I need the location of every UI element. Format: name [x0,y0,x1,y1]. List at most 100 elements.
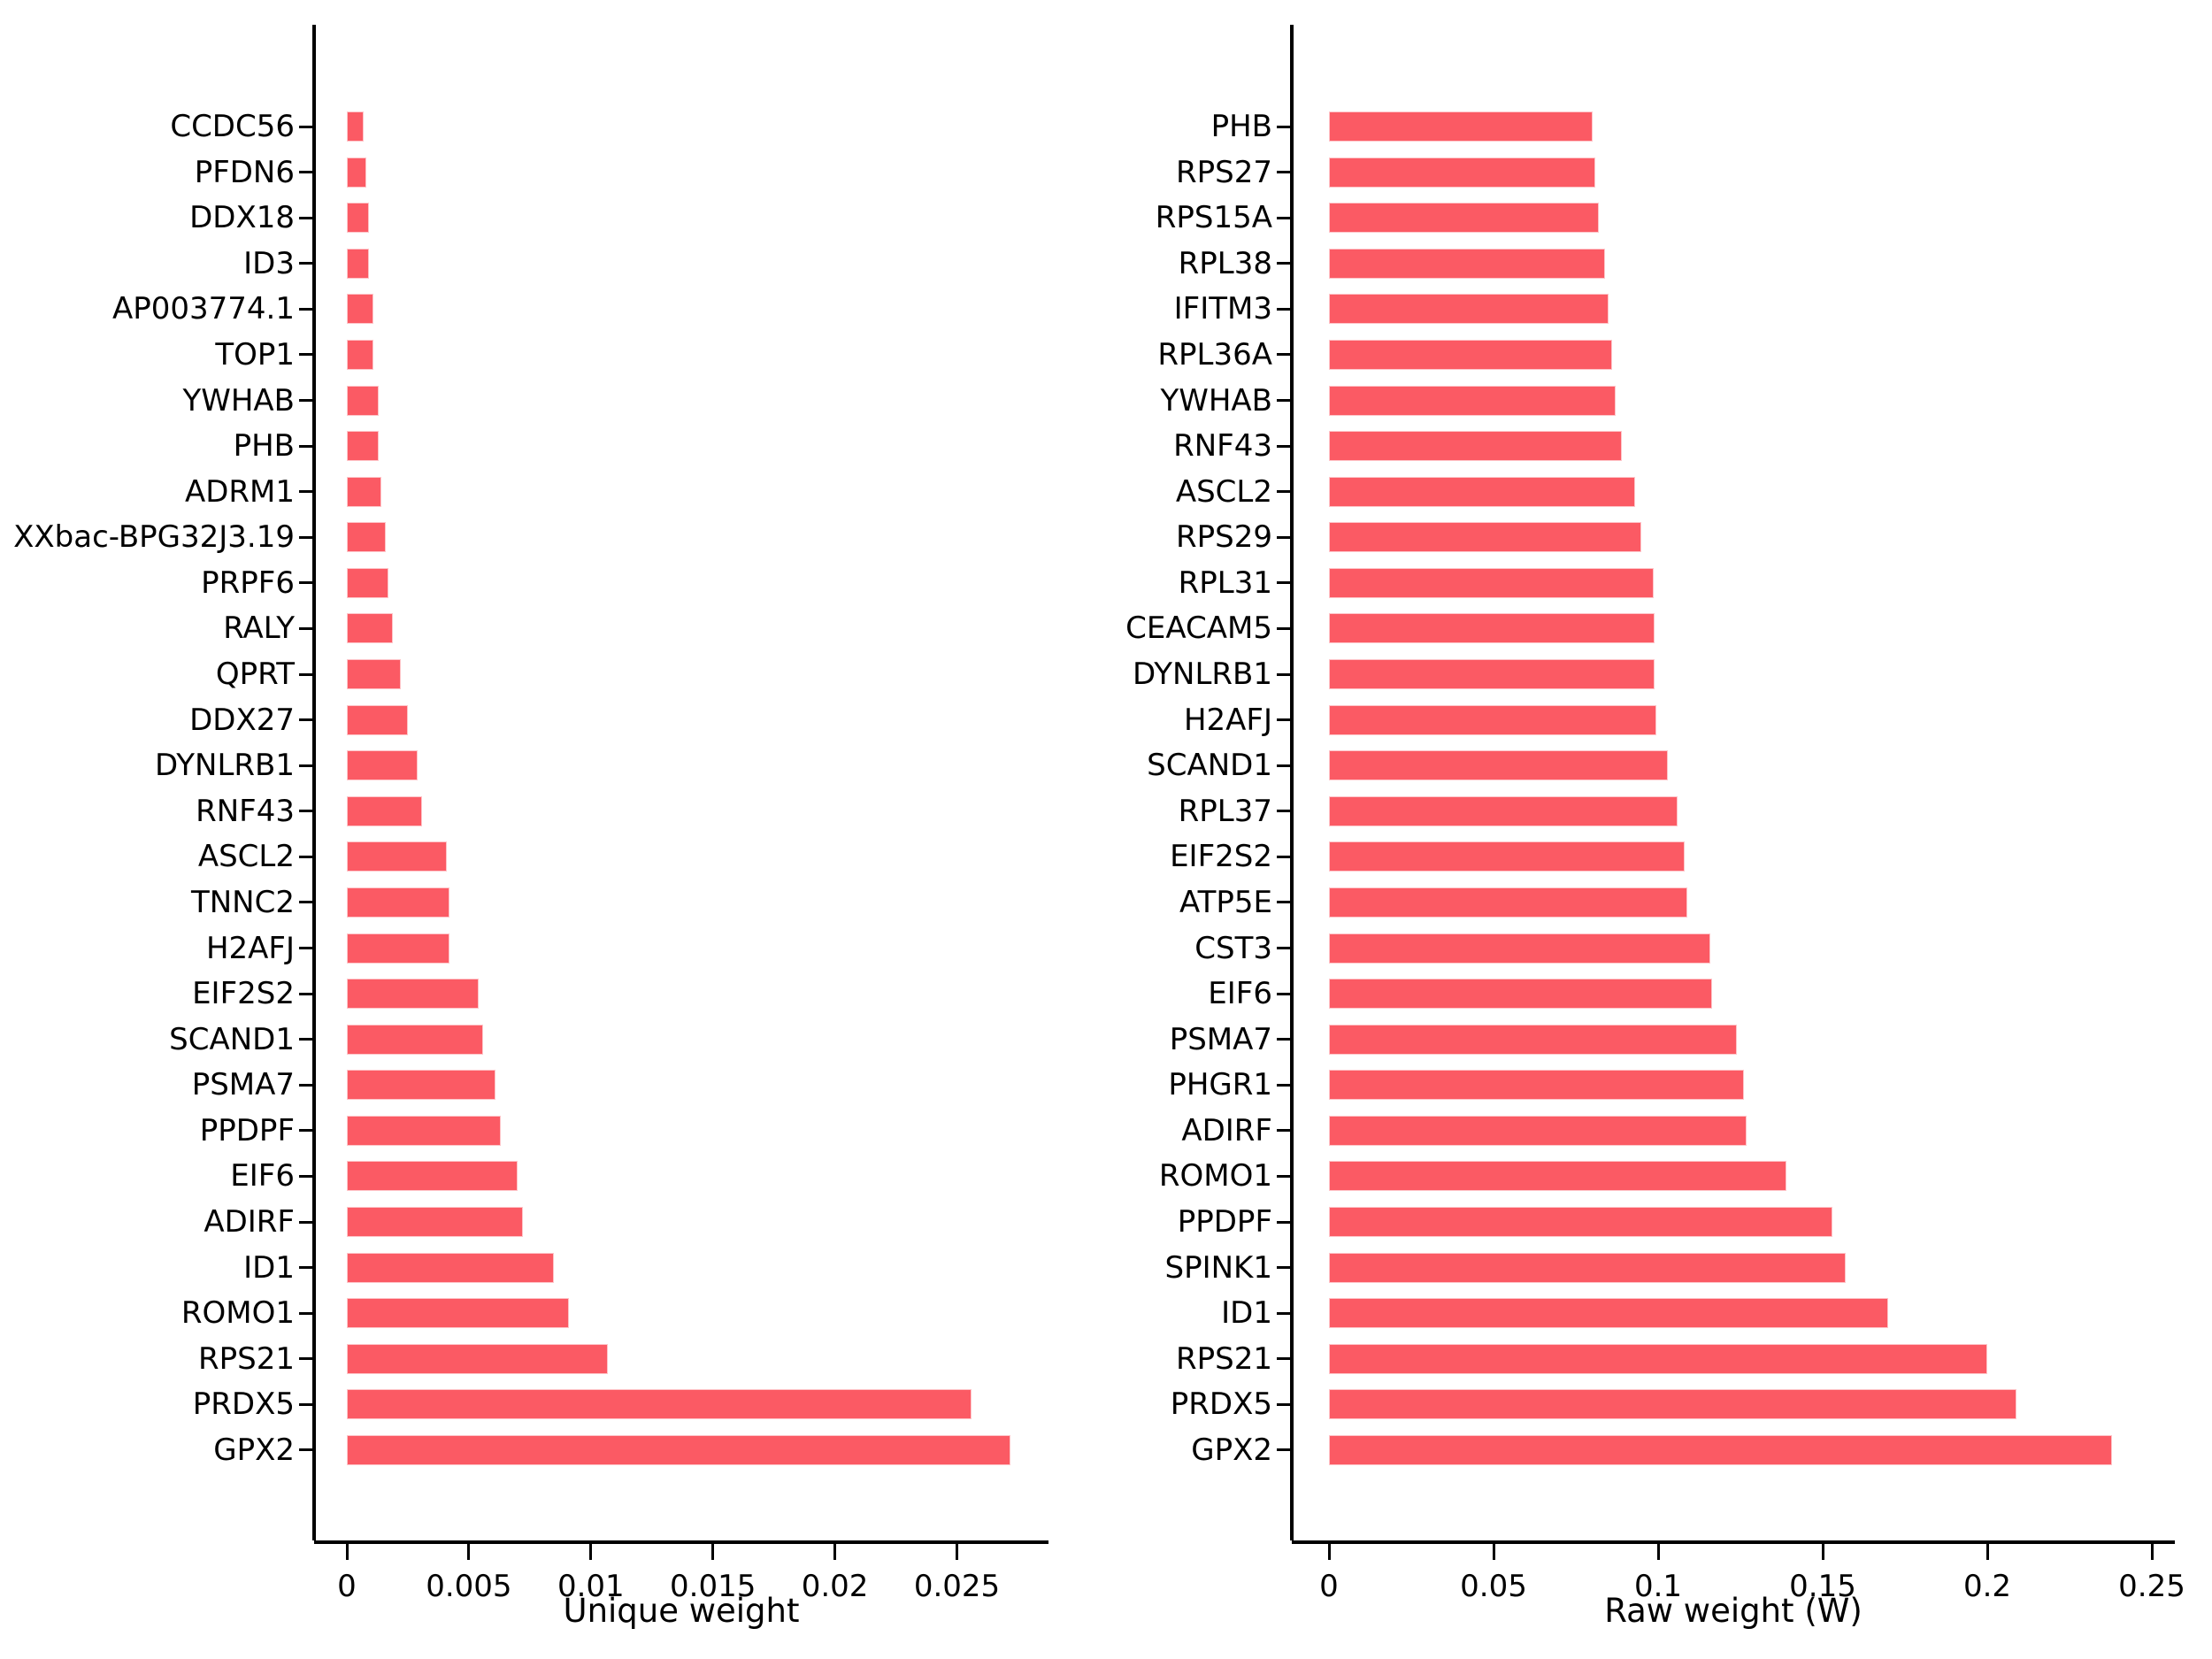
category-label: RALY [223,611,295,647]
category-label: RPL31 [1178,565,1272,601]
category-label: PPDPF [1177,1204,1272,1240]
y-tick-mark [1277,535,1292,539]
bar [1329,203,1599,234]
bar [1329,795,1678,826]
category-label: DYNLRB1 [1132,657,1272,693]
category-label: PHGR1 [1168,1067,1272,1103]
category-label: AP003774.1 [112,291,295,327]
y-tick-mark [299,764,314,767]
category-label: PRPF6 [201,565,295,601]
bar [1329,659,1655,690]
bar [1329,613,1655,644]
bar [1329,476,1635,507]
y-tick-mark [299,535,314,539]
y-tick-mark [299,855,314,858]
y-tick-mark [299,1311,314,1315]
y-tick-mark [1277,1038,1292,1041]
x-tick-mark [1327,1544,1331,1560]
category-label: EIF6 [230,1158,295,1194]
y-tick-mark [1277,1448,1292,1452]
y-tick-mark [1277,490,1292,494]
category-label: RPS29 [1176,519,1272,556]
y-tick-mark [299,626,314,630]
bar [347,1161,518,1192]
y-tick-mark [299,1220,314,1224]
bar [1329,704,1656,735]
y-tick-mark [299,1174,314,1178]
bar [347,613,393,644]
bar [1329,1161,1786,1192]
bar [1329,1252,1846,1283]
y-tick-mark [1277,581,1292,585]
y-tick-mark [1277,1402,1292,1406]
y-tick-mark [299,353,314,357]
x-tick-mark [1492,1544,1495,1560]
bar [347,522,386,553]
bar [1329,294,1609,325]
y-tick-mark [1277,444,1292,448]
category-label: RPS21 [198,1340,295,1377]
y-tick-mark [1277,947,1292,950]
y-tick-mark [1277,1266,1292,1270]
bar [1329,1024,1737,1055]
bar [347,431,379,462]
y-tick-mark [299,947,314,950]
y-axis-line [312,25,316,1540]
bar [1329,1343,1987,1374]
category-label: SPINK1 [1164,1249,1272,1286]
y-tick-mark [1277,1220,1292,1224]
x-tick-mark [345,1544,349,1560]
y-tick-mark [299,1266,314,1270]
bar [347,157,366,188]
category-label: H2AFJ [205,930,295,966]
category-label: ADRM1 [184,473,295,510]
bar [1329,750,1668,781]
bar [347,841,447,872]
bar [347,1024,483,1055]
x-tick-label: 0.05 [1460,1569,1527,1604]
y-tick-mark [1277,855,1292,858]
bar [1329,567,1654,598]
x-axis-line [1292,1540,2175,1544]
y-axis-line [1290,25,1294,1540]
y-tick-mark [1277,1083,1292,1087]
bar [347,1343,608,1374]
category-label: ID3 [243,245,295,281]
y-tick-mark [299,125,314,128]
category-label: DDX18 [189,200,295,236]
bar [347,385,379,416]
y-tick-mark [1277,764,1292,767]
bar [1329,1298,1888,1329]
bar [347,248,369,279]
category-label: IFITM3 [1173,291,1272,327]
bar [1329,522,1641,553]
y-tick-mark [299,307,314,311]
y-tick-mark [299,1357,314,1361]
bar [347,476,381,507]
x-tick-label: 0 [337,1569,357,1604]
category-label: PRDX5 [1170,1386,1272,1423]
category-label: PRDX5 [192,1386,295,1423]
bar [347,111,364,142]
bar [347,795,422,826]
category-label: YWHAB [182,382,295,419]
bar [1329,841,1685,872]
x-tick-mark [467,1544,471,1560]
bar [1329,887,1687,918]
y-tick-mark [1277,171,1292,174]
y-tick-mark [299,901,314,904]
category-label: RPS15A [1155,200,1272,236]
y-tick-mark [299,1448,314,1452]
x-tick-label: 0.15 [1789,1569,1856,1604]
category-label: PPDPF [199,1112,295,1148]
x-tick-mark [711,1544,715,1560]
category-label: PFDN6 [194,154,295,190]
bar [1329,248,1605,279]
bar [347,1252,554,1283]
category-label: DYNLRB1 [154,748,295,784]
y-tick-mark [1277,1174,1292,1178]
x-tick-label: 0.01 [557,1569,625,1604]
y-tick-mark [299,490,314,494]
y-tick-mark [299,672,314,676]
y-tick-mark [1277,810,1292,813]
